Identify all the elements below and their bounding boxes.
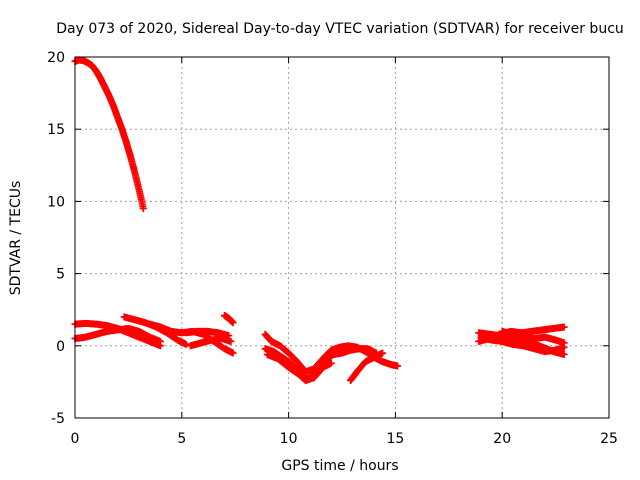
axis-ticks: 0 5 10 15 20 25 -5 0 5 10 15 20	[47, 50, 618, 447]
plot-frame	[74, 56, 610, 419]
x-tick-label: 25	[600, 431, 618, 447]
data-point	[139, 205, 147, 213]
series-arc-early-decline	[71, 56, 147, 213]
data-points	[71, 56, 568, 384]
series-arc-evening-c	[477, 333, 568, 356]
series-arc-evening-d	[498, 327, 568, 347]
data-point	[327, 359, 335, 367]
x-tick-label: 5	[177, 431, 186, 447]
series-arc-morning-b	[71, 324, 164, 345]
y-axis-label: SDTVAR / TECUs	[8, 181, 24, 296]
y-tick-label: -5	[51, 411, 65, 427]
series-arc-morning-f	[186, 335, 235, 350]
data-point	[156, 337, 164, 345]
y-tick-label: 0	[56, 339, 65, 355]
y-tick-label: 10	[47, 194, 65, 210]
y-tick-label: 5	[56, 267, 65, 283]
x-tick-label: 15	[386, 431, 404, 447]
chart-title: Day 073 of 2020, Sidereal Day-to-day VTE…	[56, 21, 624, 37]
series-arc-midday-d	[347, 349, 387, 384]
data-point	[229, 319, 237, 327]
data-point	[394, 362, 402, 370]
x-tick-label: 10	[280, 431, 298, 447]
x-tick-label: 0	[71, 431, 80, 447]
y-tick-label: 15	[47, 122, 65, 138]
data-point	[560, 350, 568, 358]
data-point	[227, 337, 235, 345]
data-point	[560, 339, 568, 347]
grid-lines	[75, 57, 609, 418]
y-tick-label: 20	[47, 50, 65, 66]
data-point	[560, 323, 568, 331]
series-arc-midday-c	[263, 350, 335, 384]
data-point	[229, 349, 237, 357]
data-point	[182, 340, 190, 348]
x-tick-label: 20	[493, 431, 511, 447]
series-arc-morning-g	[221, 311, 237, 327]
x-axis-label: GPS time / hours	[281, 458, 398, 474]
data-point	[379, 349, 387, 357]
